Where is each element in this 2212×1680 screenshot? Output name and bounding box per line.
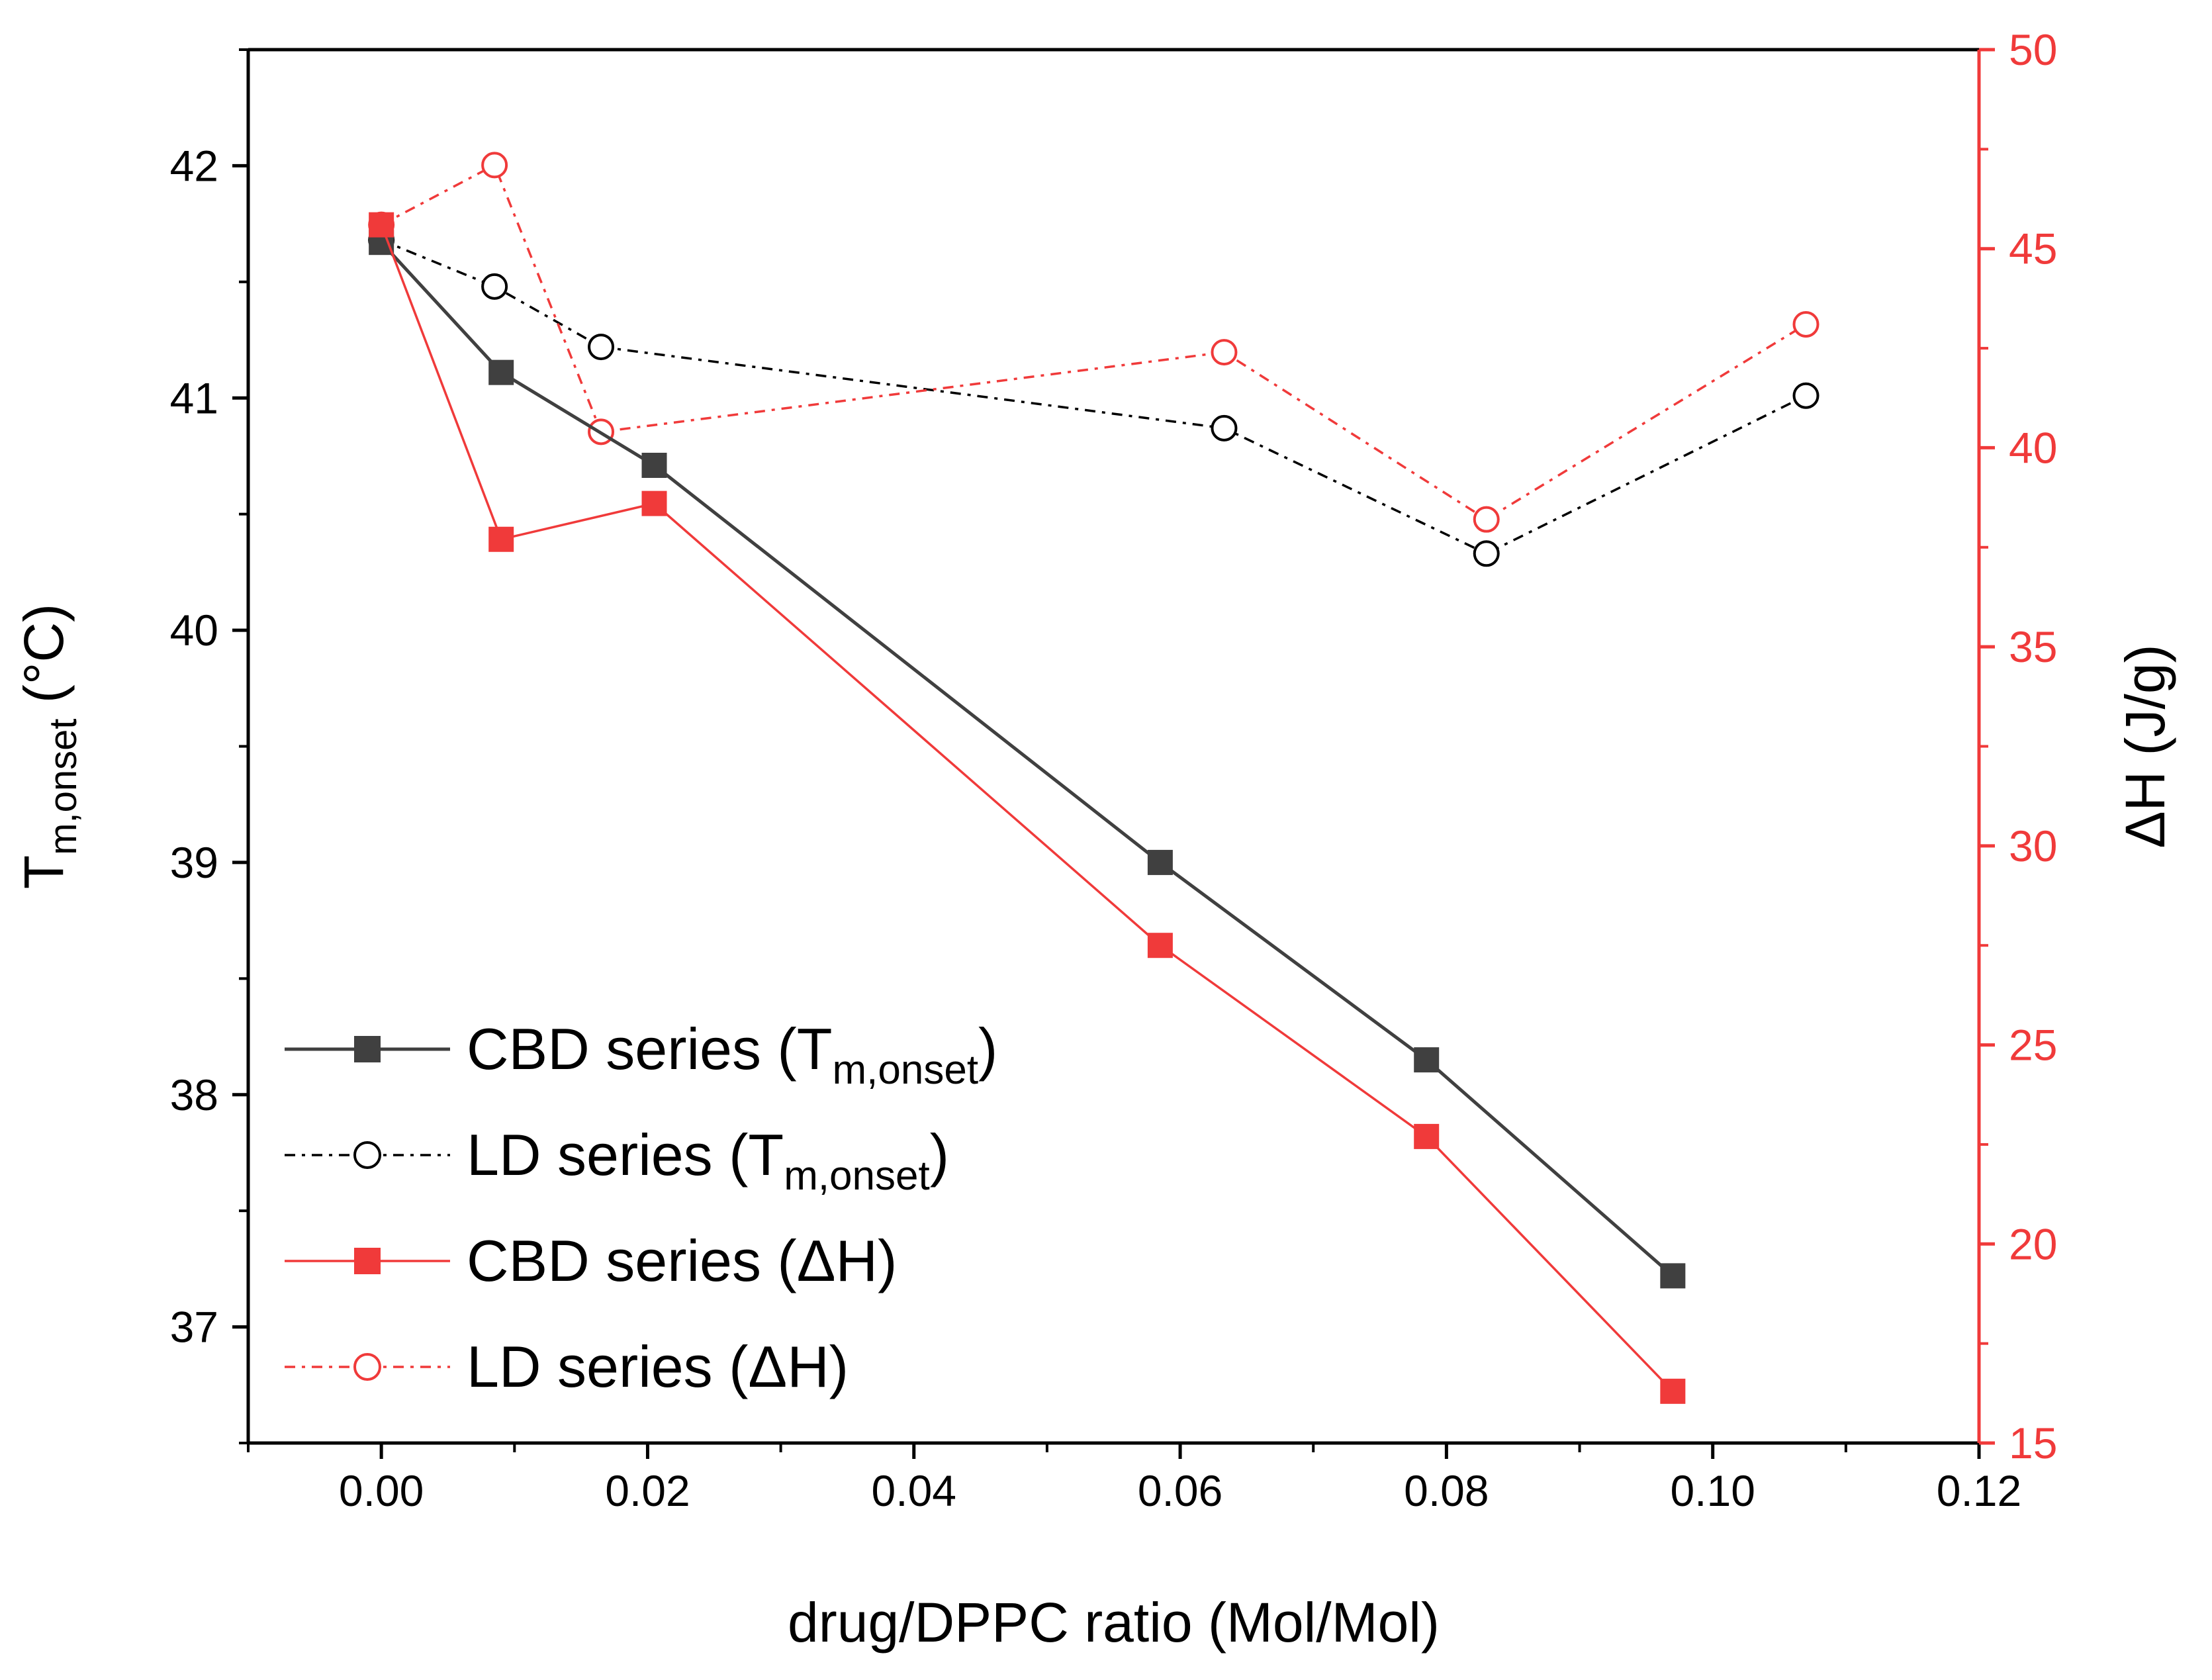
legend-label-suffix: ) bbox=[978, 1016, 997, 1082]
y-left-tick-label: 40 bbox=[170, 606, 218, 655]
y-left-tick-label: 41 bbox=[170, 373, 218, 422]
legend: CBD series (Tm,onset)LD series (Tm,onset… bbox=[285, 1016, 997, 1399]
legend-marker bbox=[354, 1036, 381, 1062]
series-line bbox=[380, 224, 1674, 1393]
y-right-tick-label: 35 bbox=[2009, 622, 2057, 671]
legend-item: LD series (ΔH) bbox=[285, 1334, 849, 1399]
x-axis-title: drug/DPPC ratio (Mol/Mol) bbox=[788, 1591, 1440, 1654]
data-point bbox=[1792, 310, 1820, 338]
legend-label-main: CBD series (ΔH) bbox=[467, 1228, 897, 1293]
data-point bbox=[1660, 1378, 1686, 1404]
legend-item: CBD series (Tm,onset) bbox=[285, 1016, 997, 1093]
y-right-tick-label: 50 bbox=[2009, 25, 2057, 74]
data-point bbox=[1211, 339, 1238, 366]
data-point bbox=[481, 273, 508, 300]
y-left-tick-label: 39 bbox=[170, 838, 218, 887]
data-point bbox=[369, 212, 394, 238]
x-tick-label: 0.02 bbox=[605, 1466, 690, 1515]
x-tick-label: 0.00 bbox=[339, 1466, 424, 1515]
legend-label-suffix: ) bbox=[930, 1122, 949, 1188]
y-left-tick-label: 38 bbox=[170, 1070, 218, 1119]
series-2 bbox=[369, 212, 1686, 1404]
x-tick-label: 0.10 bbox=[1670, 1466, 1755, 1515]
data-point bbox=[588, 334, 615, 361]
legend-label-main: LD series (ΔH) bbox=[467, 1334, 849, 1399]
y-left-title-subscript: m,onset bbox=[42, 718, 85, 855]
legend-label-subscript: m,onset bbox=[833, 1047, 979, 1093]
data-point bbox=[1414, 1047, 1440, 1073]
data-point bbox=[641, 490, 667, 516]
y-right-axis-title: ΔH (J/g) bbox=[2114, 644, 2176, 848]
legend-label: CBD series (ΔH) bbox=[467, 1228, 897, 1293]
y-right-tick-label: 30 bbox=[2009, 821, 2057, 870]
series-layer bbox=[368, 152, 1820, 1404]
series-line bbox=[380, 241, 1674, 1278]
legend-item: LD series (Tm,onset) bbox=[285, 1122, 949, 1199]
series-1 bbox=[368, 226, 1820, 567]
data-point bbox=[1473, 540, 1500, 567]
data-point bbox=[641, 452, 667, 478]
legend-marker bbox=[354, 1248, 381, 1274]
data-point bbox=[1147, 849, 1173, 875]
y-right-tick-label: 45 bbox=[2009, 224, 2057, 273]
data-point bbox=[1211, 414, 1238, 442]
x-tick-label: 0.08 bbox=[1404, 1466, 1489, 1515]
x-tick-label: 0.12 bbox=[1937, 1466, 2021, 1515]
legend-label-main: LD series (T bbox=[467, 1122, 784, 1188]
data-point bbox=[488, 359, 514, 385]
x-tick-label: 0.06 bbox=[1138, 1466, 1222, 1515]
data-point bbox=[1660, 1263, 1686, 1289]
data-point bbox=[1473, 506, 1500, 533]
y-left-axis-title: Tm,onset (°C) bbox=[13, 604, 85, 889]
legend-label: LD series (ΔH) bbox=[467, 1334, 849, 1399]
y-left-tick-label: 37 bbox=[170, 1303, 218, 1352]
series-line bbox=[381, 163, 1807, 521]
series-line bbox=[381, 239, 1807, 555]
legend-label: LD series (Tm,onset) bbox=[467, 1122, 949, 1199]
y-left-title-base: T bbox=[13, 855, 75, 889]
legend-marker bbox=[353, 1141, 381, 1169]
data-point bbox=[488, 526, 514, 552]
legend-item: CBD series (ΔH) bbox=[285, 1228, 897, 1293]
y-right-tick-label: 20 bbox=[2009, 1219, 2057, 1268]
data-point bbox=[1147, 933, 1173, 958]
y-right-tick-label: 25 bbox=[2009, 1021, 2057, 1070]
y-right-tick-label: 15 bbox=[2009, 1419, 2057, 1468]
data-point bbox=[481, 152, 508, 179]
x-tick-label: 0.04 bbox=[872, 1466, 956, 1515]
data-point bbox=[1414, 1123, 1440, 1149]
data-point bbox=[1792, 382, 1820, 409]
legend-marker bbox=[353, 1353, 381, 1381]
y-right-tick-label: 40 bbox=[2009, 423, 2057, 472]
legend-label-subscript: m,onset bbox=[784, 1153, 930, 1199]
y-left-tick-label: 42 bbox=[170, 141, 218, 190]
axes-layer: 0.00 0.02 0.04 0.06 0.08 0.10 0.12 37 38 39 40 41 42… bbox=[13, 25, 2176, 1654]
legend-label-main: CBD series (T bbox=[467, 1016, 833, 1082]
legend-label: CBD series (Tm,onset) bbox=[467, 1016, 997, 1093]
y-left-title-unit: (°C) bbox=[13, 604, 75, 719]
